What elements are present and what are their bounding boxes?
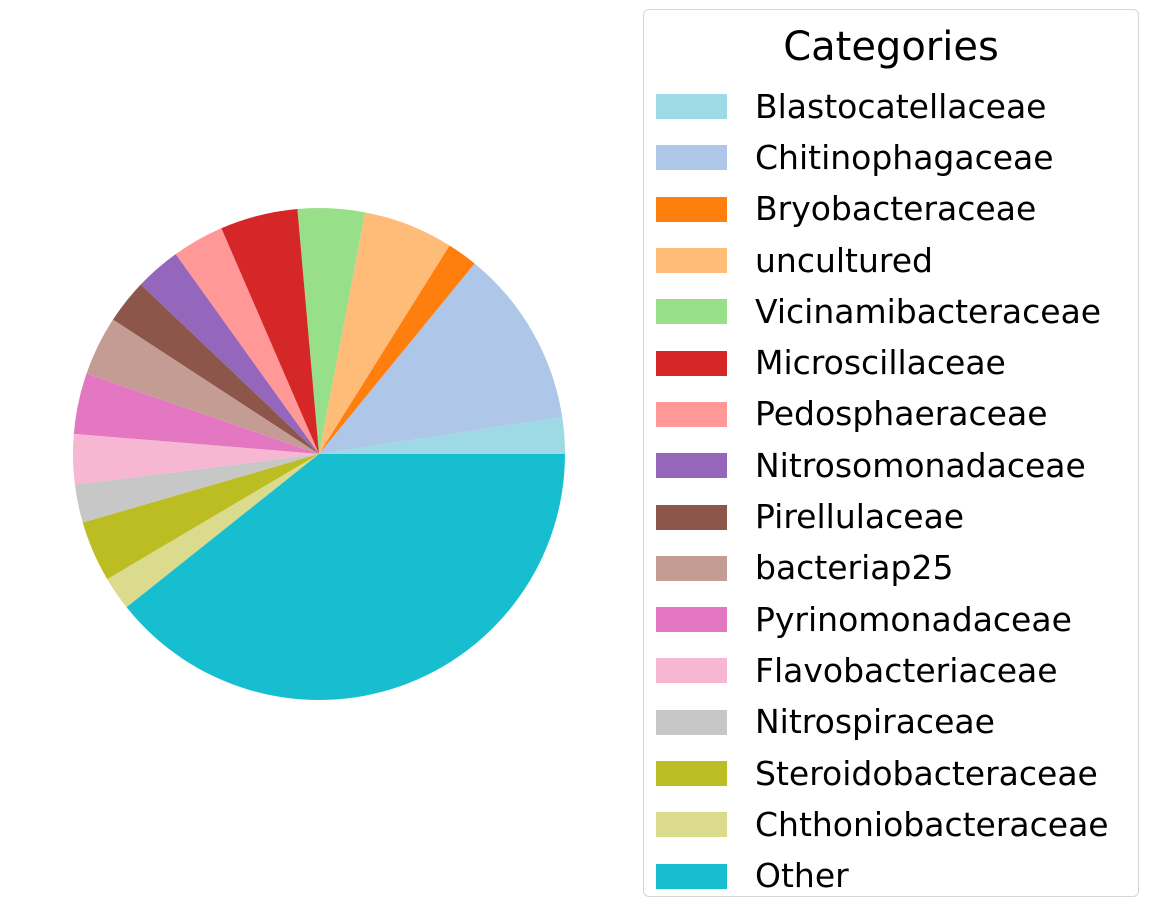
pie-slice-bacteriap25 — [86, 319, 319, 454]
legend-label: Chthoniobacteraceae — [755, 804, 1109, 844]
legend-item: Blastocatellaceae — [656, 81, 1109, 132]
legend-item: Steroidobacteraceae — [656, 748, 1109, 799]
pie-slice-pirellulaceae — [112, 284, 319, 454]
legend-item: Bryobacteraceae — [656, 184, 1109, 235]
legend-swatch — [656, 709, 727, 735]
legend-item: Pirellulaceae — [656, 491, 1109, 542]
legend-item: bacteriap25 — [656, 543, 1109, 594]
legend-item: Microscillaceae — [656, 337, 1109, 388]
legend-swatch — [656, 453, 727, 479]
legend-label: Pedosphaeraceae — [755, 394, 1048, 434]
legend-label: Nitrospiraceae — [755, 702, 995, 742]
legend-item: Chthoniobacteraceae — [656, 799, 1109, 850]
legend-item: uncultured — [656, 235, 1109, 286]
legend-label: Flavobacteriaceae — [755, 650, 1058, 690]
legend-item: Pedosphaeraceae — [656, 389, 1109, 440]
pie-slice-chitinophagaceae — [319, 263, 563, 454]
legend-swatch — [656, 299, 727, 325]
pie-slice-flavobacteriaceae — [73, 433, 319, 485]
legend-swatch — [656, 555, 727, 581]
legend-item: Other — [656, 850, 1109, 901]
pie-slice-uncultured — [319, 212, 450, 454]
legend-items: Blastocatellaceae Chitinophagaceae Bryobac… — [656, 81, 1109, 902]
pie-slice-nitrosomonadaceae — [140, 254, 319, 454]
legend-item: Vicinamibacteraceae — [656, 286, 1109, 337]
legend-label: Blastocatellaceae — [755, 86, 1047, 126]
legend-label: Pyrinomonadaceae — [755, 599, 1072, 639]
legend-swatch — [656, 401, 727, 427]
pie-slice-nitrospiraceae — [74, 454, 319, 523]
pie-slice-microscillaceae — [221, 208, 319, 454]
legend-swatch — [656, 94, 727, 120]
legend-swatch — [656, 607, 727, 633]
legend-item: Pyrinomonadaceae — [656, 594, 1109, 645]
pie-slice-blastocatellaceae — [319, 417, 565, 454]
legend-label: bacteriap25 — [755, 548, 954, 588]
legend-label: Microscillaceae — [755, 343, 1006, 383]
legend-item: Chitinophagaceae — [656, 132, 1109, 183]
pie-slice-vicinamibacteraceae — [297, 207, 366, 454]
legend-label: Chitinophagaceae — [755, 137, 1054, 177]
pie-slice-bryobacteraceae — [319, 245, 475, 454]
pie-slice-steroidobacteraceae — [82, 454, 320, 580]
legend-swatch — [656, 812, 727, 838]
pie-chart — [73, 207, 565, 701]
legend-swatch — [656, 658, 727, 684]
legend-label: uncultured — [755, 240, 934, 280]
legend-label: Vicinamibacteraceae — [755, 291, 1102, 331]
pie-slice-pedosphaeraceae — [175, 228, 319, 454]
legend-swatch — [656, 504, 727, 530]
legend-title: Categories — [783, 24, 999, 70]
legend-label: Nitrosomonadaceae — [755, 445, 1086, 485]
legend-swatch — [656, 145, 727, 171]
legend-item: Nitrosomonadaceae — [656, 440, 1109, 491]
legend: Categories Blastocatellaceae Chitinophaga… — [643, 9, 1139, 897]
legend-swatch — [656, 248, 727, 274]
legend-swatch — [656, 350, 727, 376]
legend-label: Bryobacteraceae — [755, 189, 1037, 229]
legend-swatch — [656, 863, 727, 889]
legend-label: Other — [755, 856, 849, 896]
pie-slice-pyrinomonadaceae — [73, 373, 319, 454]
legend-item: Nitrospiraceae — [656, 697, 1109, 748]
pie-slice-chthoniobacteraceae — [107, 454, 319, 608]
pie-slice-other — [126, 454, 565, 701]
legend-swatch — [656, 196, 727, 222]
legend-item: Flavobacteriaceae — [656, 645, 1109, 696]
legend-label: Pirellulaceae — [755, 497, 965, 537]
legend-label: Steroidobacteraceae — [755, 753, 1098, 793]
legend-swatch — [656, 761, 727, 786]
